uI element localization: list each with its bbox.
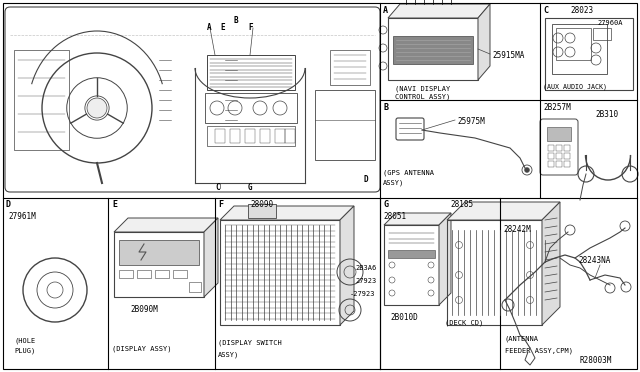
Text: 2B090M: 2B090M [130,305,157,314]
Text: 2B257M: 2B257M [543,103,571,112]
Polygon shape [220,206,354,220]
Text: (HOLE: (HOLE [14,338,35,344]
Bar [447,220,542,325]
Text: ASSY): ASSY) [218,352,239,359]
Bar [564,145,570,151]
Bar [260,129,270,143]
Text: F: F [248,23,253,32]
Text: 27923: 27923 [355,278,376,284]
Text: A: A [207,23,212,32]
Bar [230,129,240,143]
Bar [388,250,435,258]
Text: (DISPLAY ASSY): (DISPLAY ASSY) [112,345,172,352]
Text: B: B [233,16,237,25]
Bar [388,18,478,80]
Text: 2B3A6: 2B3A6 [355,265,376,271]
Bar [548,145,554,151]
Text: 2B310: 2B310 [595,110,618,119]
Polygon shape [542,202,560,325]
Text: G: G [248,183,253,192]
Bar [556,28,591,60]
Text: 28242M: 28242M [503,225,531,234]
Bar [564,161,570,167]
Circle shape [525,167,529,173]
Bar [248,204,276,218]
Polygon shape [388,4,490,18]
Bar [205,93,297,123]
Bar [220,220,340,325]
Bar [593,28,611,40]
Bar [564,153,570,159]
Polygon shape [340,206,354,325]
Bar [189,282,201,292]
Text: 28090: 28090 [250,200,273,209]
Bar [315,90,375,160]
Bar [548,153,554,159]
Bar [275,129,285,143]
Text: 25915MA: 25915MA [492,51,524,60]
Bar [393,36,473,64]
Bar [207,126,295,146]
Text: 27961M: 27961M [8,212,36,221]
Text: E: E [112,200,117,209]
Text: D: D [363,175,367,184]
Bar [285,129,295,143]
Bar [556,145,562,151]
Polygon shape [478,4,490,80]
Text: D: D [6,200,11,209]
Polygon shape [447,202,560,220]
Bar [215,129,225,143]
Text: (NAVI DISPLAY: (NAVI DISPLAY [395,85,451,92]
Text: 27960A: 27960A [597,20,623,26]
Text: G: G [383,200,388,209]
Bar [556,153,562,159]
Polygon shape [114,218,218,232]
Text: (AUX AUDIO JACK): (AUX AUDIO JACK) [543,83,607,90]
Bar [552,24,607,74]
Text: C: C [215,183,220,192]
Text: A: A [383,6,388,15]
Bar [114,232,204,297]
Text: 28023: 28023 [570,6,593,15]
Polygon shape [204,218,218,297]
Text: PLUG): PLUG) [14,348,35,355]
Text: B: B [383,103,388,112]
Text: ASSY): ASSY) [383,180,404,186]
Bar [545,18,633,90]
Bar [207,55,295,90]
Bar [137,270,151,278]
Bar [547,127,571,141]
Text: 28051: 28051 [383,212,406,221]
Circle shape [87,98,107,118]
Bar [155,270,169,278]
Text: CONTROL ASSY): CONTROL ASSY) [395,93,451,99]
Bar [173,270,187,278]
Text: F: F [218,200,223,209]
Text: FEEDER ASSY,CPM): FEEDER ASSY,CPM) [505,347,573,353]
Text: R28003M: R28003M [580,356,612,365]
Text: E: E [220,23,225,32]
Bar [245,129,255,143]
Text: (GPS ANTENNA: (GPS ANTENNA [383,170,434,176]
Text: 2B010D: 2B010D [390,313,418,322]
Text: C: C [543,6,548,15]
Bar [119,270,133,278]
Polygon shape [439,213,451,305]
Text: 25975M: 25975M [457,117,484,126]
Text: (DISPLAY SWITCH: (DISPLAY SWITCH [218,340,282,346]
Bar [556,161,562,167]
Bar [14,50,69,150]
Bar [384,225,439,305]
Text: (ANTENNA: (ANTENNA [505,335,539,341]
Bar [548,161,554,167]
Bar [119,240,199,265]
Bar [330,50,370,85]
Text: 28243NA: 28243NA [578,256,611,265]
Text: 28185: 28185 [450,200,473,209]
Polygon shape [384,213,451,225]
Text: (DECK CD): (DECK CD) [445,320,483,327]
Text: -27923: -27923 [350,291,376,297]
